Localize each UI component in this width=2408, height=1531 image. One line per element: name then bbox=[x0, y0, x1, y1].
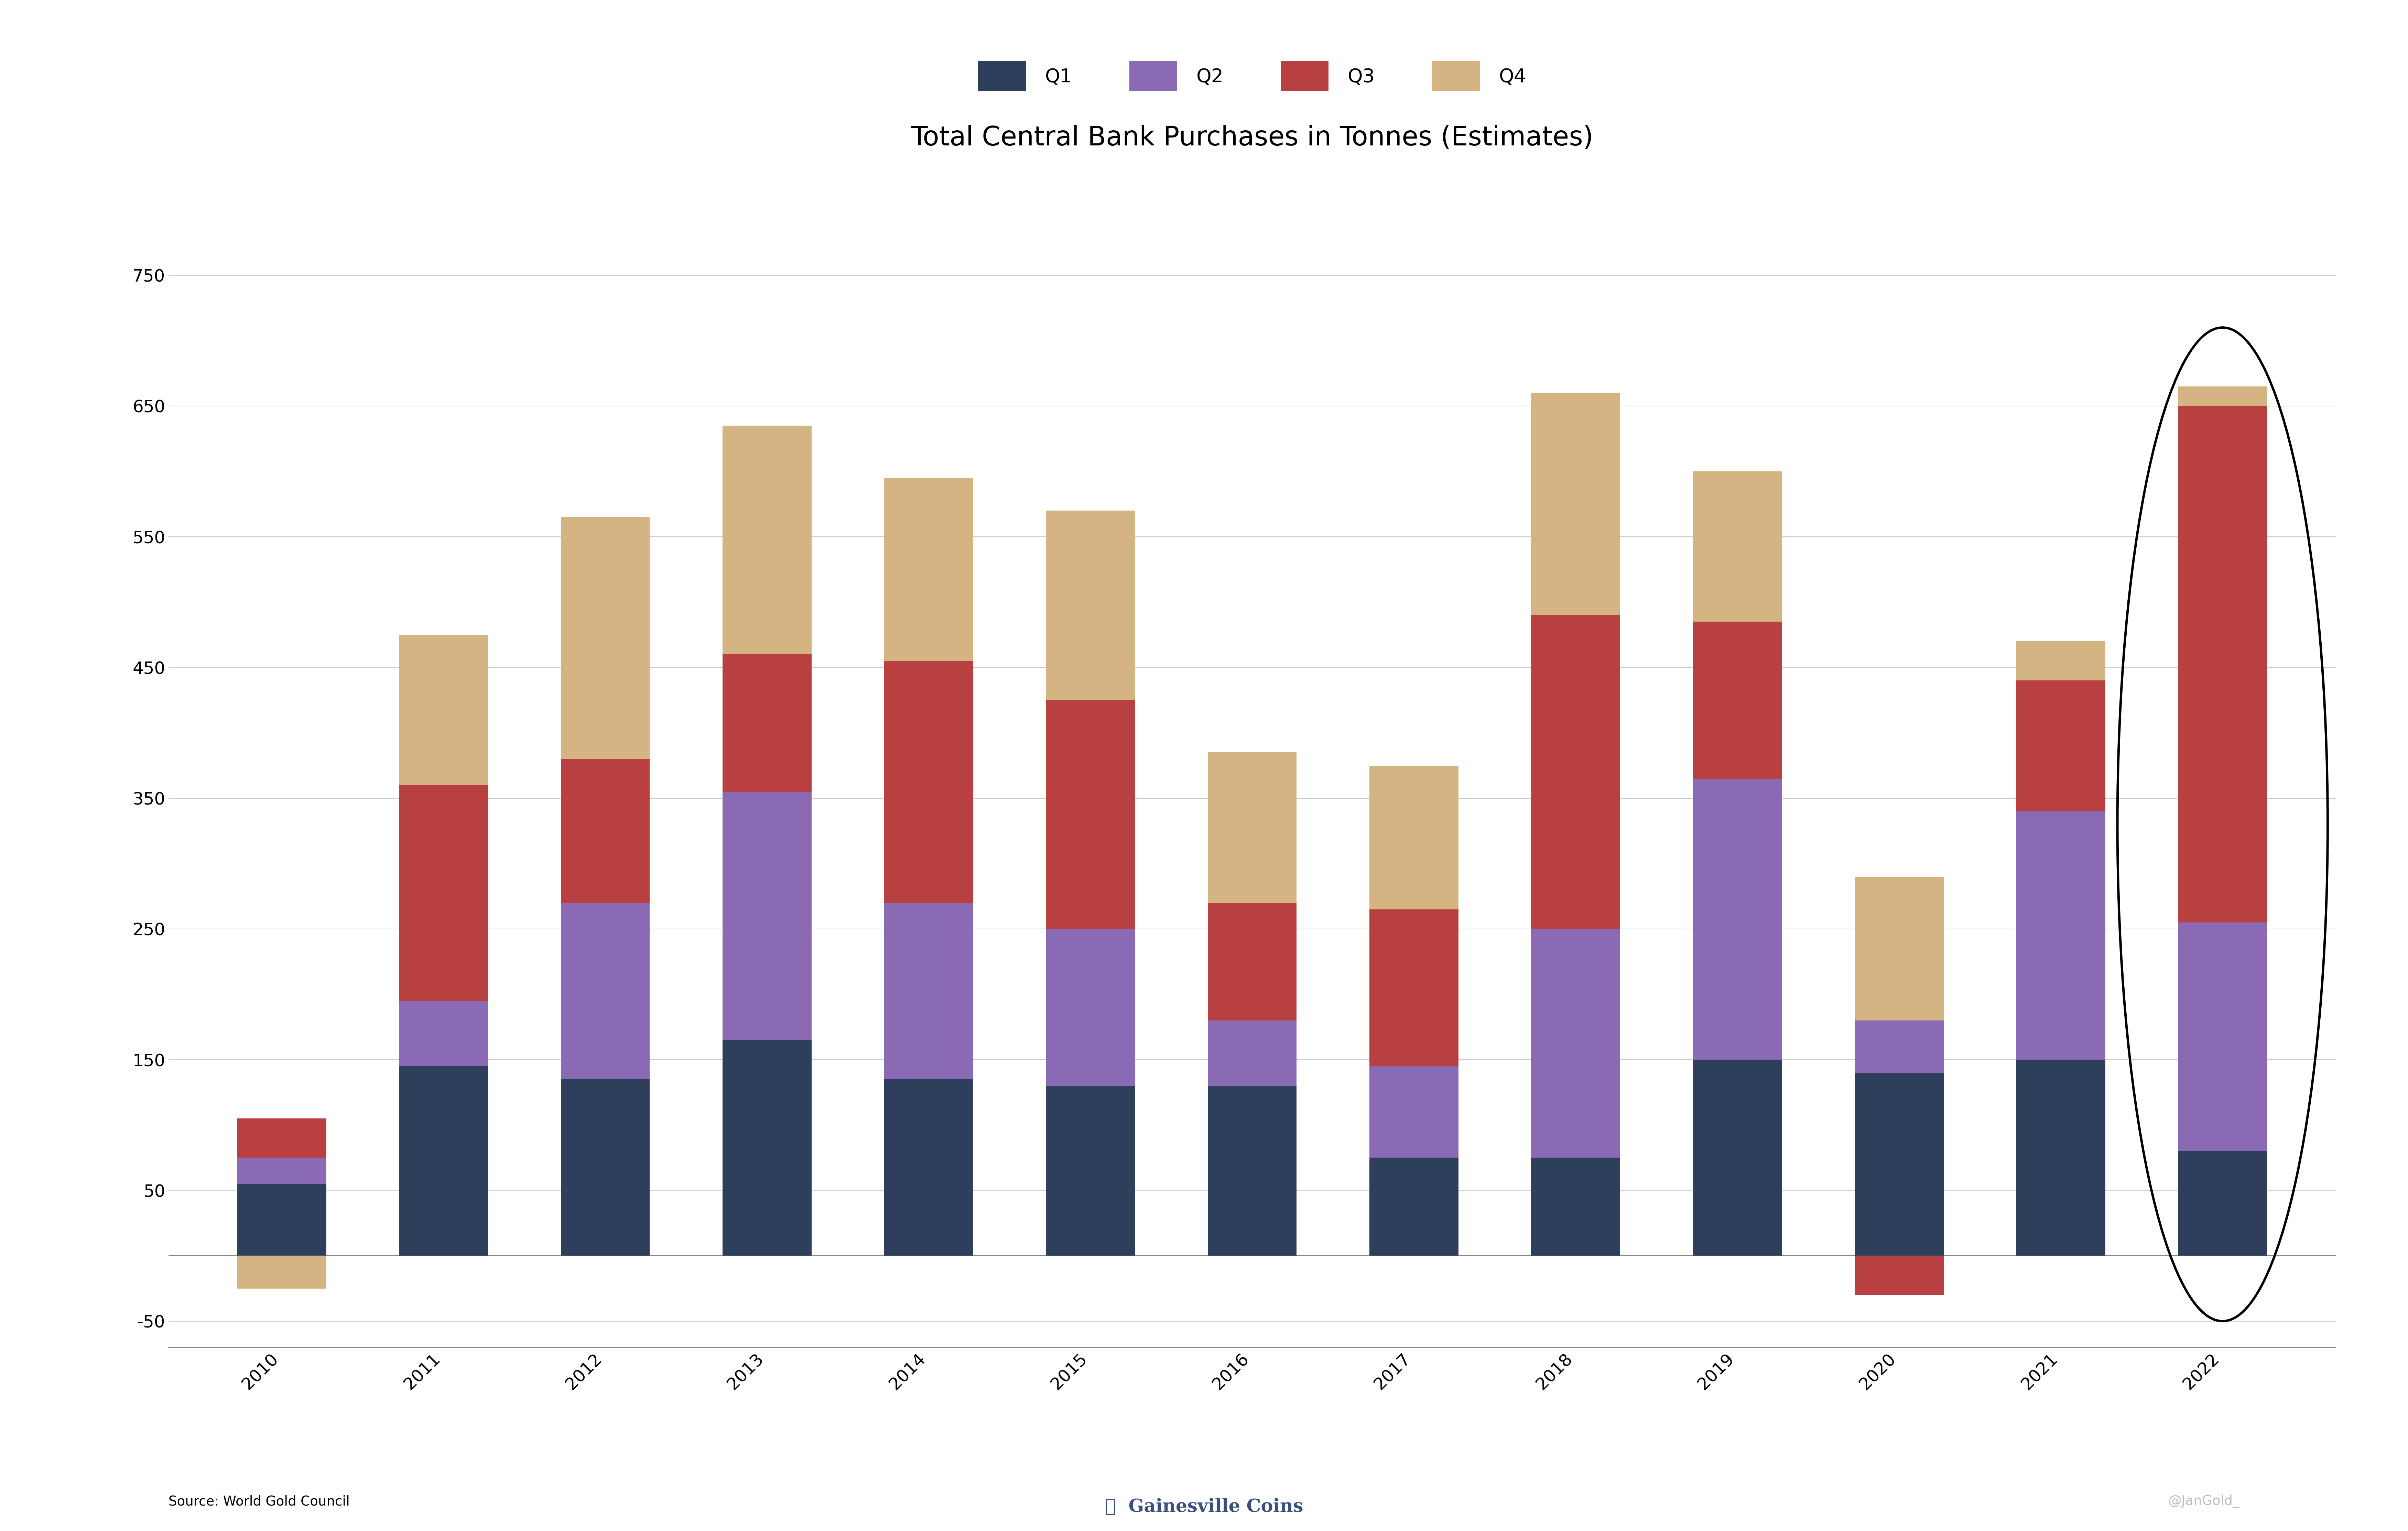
Bar bbox=[400, 785, 489, 1001]
Bar bbox=[561, 903, 650, 1079]
Legend: Q1, Q2, Q3, Q4: Q1, Q2, Q3, Q4 bbox=[970, 54, 1534, 98]
Text: Source: World Gold Council: Source: World Gold Council bbox=[169, 1494, 349, 1508]
Bar bbox=[2179, 922, 2266, 1151]
Bar bbox=[238, 1157, 325, 1183]
Bar bbox=[1854, 877, 1943, 1021]
Bar bbox=[2179, 1151, 2266, 1255]
Bar bbox=[1854, 1073, 1943, 1255]
Bar bbox=[1209, 903, 1296, 1021]
Bar bbox=[238, 1119, 325, 1157]
Bar bbox=[400, 1001, 489, 1066]
Bar bbox=[2015, 1059, 2105, 1255]
Bar bbox=[884, 1079, 973, 1255]
Bar bbox=[2015, 641, 2105, 680]
Bar bbox=[1531, 393, 1621, 615]
Bar bbox=[2179, 386, 2266, 406]
Bar bbox=[722, 1040, 811, 1255]
Bar bbox=[1209, 1021, 1296, 1085]
Bar bbox=[1854, 1255, 1943, 1295]
Text: @JanGold_: @JanGold_ bbox=[2167, 1494, 2239, 1508]
Bar bbox=[1531, 929, 1621, 1157]
Bar bbox=[1854, 1021, 1943, 1073]
Bar bbox=[1370, 766, 1459, 909]
Bar bbox=[1045, 929, 1134, 1085]
Bar bbox=[884, 903, 973, 1079]
Bar bbox=[722, 792, 811, 1040]
Bar bbox=[2015, 680, 2105, 811]
Bar bbox=[400, 1066, 489, 1255]
Bar bbox=[1370, 1066, 1459, 1157]
Bar bbox=[2015, 811, 2105, 1059]
Bar bbox=[884, 661, 973, 903]
Title: Total Central Bank Purchases in Tonnes (Estimates): Total Central Bank Purchases in Tonnes (… bbox=[910, 126, 1594, 152]
Bar bbox=[1370, 909, 1459, 1066]
Bar bbox=[1693, 1059, 1782, 1255]
Bar bbox=[1693, 622, 1782, 779]
Bar bbox=[1209, 752, 1296, 903]
Bar bbox=[2179, 406, 2266, 922]
Bar bbox=[722, 654, 811, 792]
Bar bbox=[1370, 1157, 1459, 1255]
Bar bbox=[400, 635, 489, 785]
Bar bbox=[1693, 472, 1782, 622]
Text: Ⓖ  Gainesville Coins: Ⓖ Gainesville Coins bbox=[1105, 1499, 1303, 1516]
Bar bbox=[1045, 510, 1134, 700]
Bar bbox=[561, 517, 650, 759]
Bar bbox=[884, 478, 973, 661]
Bar bbox=[1531, 1157, 1621, 1255]
Bar bbox=[1531, 615, 1621, 929]
Bar bbox=[722, 426, 811, 654]
Bar bbox=[238, 1255, 325, 1289]
Bar bbox=[561, 1079, 650, 1255]
Bar bbox=[1209, 1085, 1296, 1255]
Bar bbox=[561, 759, 650, 903]
Bar bbox=[1693, 779, 1782, 1059]
Bar bbox=[1045, 1085, 1134, 1255]
Bar bbox=[1045, 700, 1134, 929]
Bar bbox=[238, 1183, 325, 1255]
